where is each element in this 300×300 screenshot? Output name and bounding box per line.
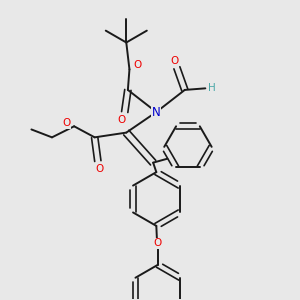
Text: O: O <box>117 115 126 125</box>
Text: O: O <box>133 60 142 70</box>
Text: O: O <box>95 164 104 174</box>
Text: O: O <box>154 238 162 248</box>
Text: O: O <box>170 56 178 66</box>
Text: H: H <box>208 83 216 93</box>
Text: N: N <box>152 106 161 118</box>
Text: O: O <box>62 118 70 128</box>
